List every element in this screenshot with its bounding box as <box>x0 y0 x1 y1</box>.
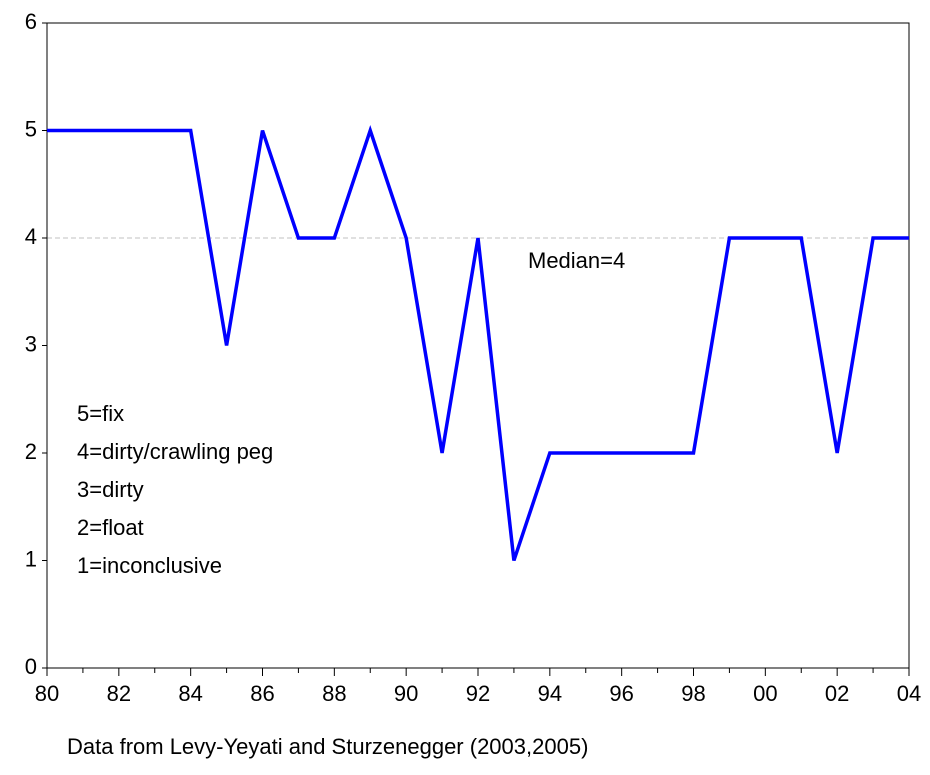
x-tick-label: 94 <box>538 681 562 706</box>
x-tick-label: 98 <box>681 681 705 706</box>
note: 1=inconclusive <box>77 553 222 578</box>
x-tick-label: 92 <box>466 681 490 706</box>
note: 5=fix <box>77 401 124 426</box>
note: 2=float <box>77 515 144 540</box>
x-tick-label: 00 <box>753 681 777 706</box>
y-tick-label: 6 <box>25 9 37 34</box>
median-label: Median=4 <box>528 248 625 273</box>
x-tick-label: 80 <box>35 681 59 706</box>
x-tick-label: 96 <box>609 681 633 706</box>
series-line <box>47 124 909 562</box>
note: 4=dirty/crawling peg <box>77 439 273 464</box>
x-tick-label: 90 <box>394 681 418 706</box>
y-tick-label: 5 <box>25 116 37 141</box>
y-tick-label: 0 <box>25 654 37 679</box>
x-tick-label: 04 <box>897 681 921 706</box>
x-tick-label: 02 <box>825 681 849 706</box>
x-tick-label: 84 <box>178 681 202 706</box>
y-tick-label: 1 <box>25 546 37 571</box>
y-tick-label: 3 <box>25 331 37 356</box>
x-axis-label: Data from Levy-Yeyati and Sturzenegger (… <box>67 734 588 759</box>
note: 3=dirty <box>77 477 144 502</box>
x-tick-label: 88 <box>322 681 346 706</box>
y-tick-label: 2 <box>25 439 37 464</box>
x-tick-label: 86 <box>250 681 274 706</box>
y-tick-label: 4 <box>25 224 37 249</box>
x-tick-label: 82 <box>107 681 131 706</box>
